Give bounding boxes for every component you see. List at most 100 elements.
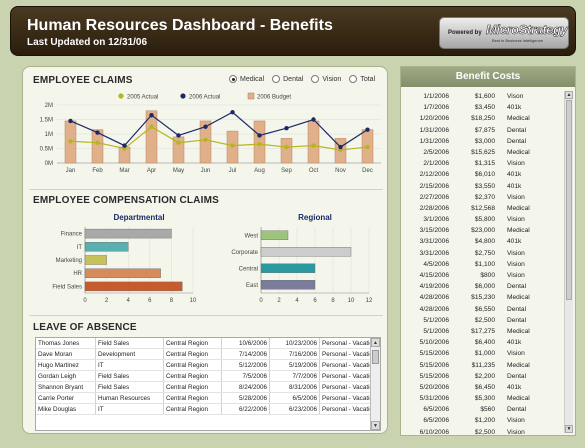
list-item[interactable]: 4/28/2006 $6,550 Dental bbox=[405, 304, 563, 315]
radio-medical[interactable]: Medical bbox=[229, 75, 264, 83]
bar bbox=[84, 255, 107, 265]
benefit-costs-scrollbar[interactable]: ▲ ▼ bbox=[564, 91, 573, 433]
x-tick-label: May bbox=[173, 168, 184, 174]
radio-unselected-icon[interactable] bbox=[311, 75, 320, 83]
table-row[interactable]: Thomas Jones Field Sales Central Region 10/… bbox=[36, 338, 380, 349]
list-cell: $3,450 bbox=[474, 104, 495, 112]
list-cell: $1,315 bbox=[474, 160, 495, 168]
bar bbox=[84, 281, 183, 292]
list-item[interactable]: 4/19/2006 $6,000 Dental bbox=[405, 281, 563, 292]
list-item[interactable]: 1/31/2006 $3,000 Dental bbox=[405, 136, 563, 147]
scroll-down-icon[interactable]: ▼ bbox=[371, 421, 380, 430]
list-item[interactable]: 3/31/2006 $4,800 401k bbox=[405, 236, 563, 247]
list-item[interactable]: 4/5/2006 $1,100 Vision bbox=[405, 259, 563, 270]
table-row[interactable]: Dave Moran Development Central Region 7/14/… bbox=[36, 349, 380, 360]
scroll-up-icon[interactable]: ▲ bbox=[565, 91, 573, 99]
list-item[interactable]: 5/15/2006 $2,200 Dental bbox=[405, 371, 563, 382]
list-item[interactable]: 1/1/2006 $1,600 Vison bbox=[405, 91, 563, 102]
chart-title: Departmental bbox=[113, 213, 164, 222]
scroll-down-icon[interactable]: ▼ bbox=[565, 425, 573, 433]
table-cell: Dave Moran bbox=[36, 349, 96, 359]
list-item[interactable]: 1/20/2006 $18,250 Medical bbox=[405, 113, 563, 124]
scroll-up-icon[interactable]: ▲ bbox=[371, 338, 380, 347]
list-item[interactable]: 2/5/2006 $15,625 Medical bbox=[405, 147, 563, 158]
table-cell: Human Resources bbox=[96, 393, 164, 403]
table-cell: Field Sales bbox=[96, 338, 164, 348]
list-item[interactable]: 4/15/2006 $800 Vision bbox=[405, 270, 563, 281]
list-cell: $6,550 bbox=[474, 305, 495, 313]
category-label: HR bbox=[73, 271, 82, 277]
list-item[interactable]: 3/1/2006 $5,800 Vision bbox=[405, 214, 563, 225]
list-cell: $6,450 bbox=[474, 383, 495, 391]
list-cell: Medical bbox=[507, 395, 530, 403]
list-item[interactable]: 5/1/2006 $2,500 Dental bbox=[405, 315, 563, 326]
list-item[interactable]: 3/31/2006 $2,750 Vision bbox=[405, 248, 563, 259]
list-cell: Medical bbox=[507, 361, 530, 369]
list-item[interactable]: 5/15/2006 $1,000 Vision bbox=[405, 348, 563, 359]
list-cell: Medical bbox=[507, 327, 530, 335]
x-tick-label: 6 bbox=[313, 298, 317, 304]
table-cell: Central Region bbox=[164, 338, 222, 348]
list-item[interactable]: 5/1/2006 $17,275 Medical bbox=[405, 326, 563, 337]
scroll-thumb[interactable] bbox=[566, 100, 572, 300]
list-cell: $800 bbox=[480, 272, 495, 279]
table-cell: 5/28/2006 bbox=[222, 393, 270, 403]
radio-total[interactable]: Total bbox=[349, 75, 375, 83]
table-row[interactable]: Shannon Bryant Field Sales Central Region 8… bbox=[36, 382, 380, 393]
list-item[interactable]: 6/10/2006 $2,500 Vision bbox=[405, 427, 563, 438]
legend-marker bbox=[118, 93, 124, 99]
table-cell: Personal - Vacation bbox=[322, 349, 372, 359]
list-item[interactable]: 5/20/2006 $6,450 401k bbox=[405, 382, 563, 393]
list-item[interactable]: 2/27/2006 $2,370 Vision bbox=[405, 192, 563, 203]
list-cell: Vision bbox=[507, 249, 525, 257]
benefit-costs-panel: Benefit Costs 1/1/2006 $1,600 Vison 1/7/200… bbox=[400, 66, 576, 436]
list-cell: 2/12/2006 bbox=[419, 171, 449, 179]
x-tick-label: 2 bbox=[105, 298, 109, 304]
radio-unselected-icon[interactable] bbox=[349, 75, 358, 83]
list-cell: $6,010 bbox=[474, 171, 495, 179]
list-item[interactable]: 1/31/2006 $7,875 Dental bbox=[405, 125, 563, 136]
radio-vision[interactable]: Vision bbox=[311, 75, 341, 83]
list-item[interactable]: 3/15/2006 $23,000 Medical bbox=[405, 225, 563, 236]
x-tick-label: Jun bbox=[201, 168, 211, 174]
list-item[interactable]: 5/31/2006 $5,300 Medical bbox=[405, 393, 563, 404]
data-point bbox=[257, 133, 262, 138]
table-row[interactable]: Hugo Martinez IT Central Region 5/12/2006 5/… bbox=[36, 360, 380, 371]
list-cell: 401k bbox=[507, 238, 522, 246]
list-item[interactable]: 2/28/2006 $12,568 Medical bbox=[405, 203, 563, 214]
list-cell: $4,800 bbox=[474, 238, 495, 246]
leave-table-scrollbar[interactable]: ▲ ▼ bbox=[370, 338, 380, 430]
data-point bbox=[149, 124, 154, 129]
list-cell: 5/31/2006 bbox=[419, 395, 449, 403]
list-item[interactable]: 6/5/2006 $1,200 Vision bbox=[405, 415, 563, 426]
list-item[interactable]: 2/1/2006 $1,315 Vision bbox=[405, 158, 563, 169]
table-row[interactable]: Mike Douglas IT Central Region 6/22/2006 6/2… bbox=[36, 404, 380, 415]
radio-selected-icon[interactable] bbox=[229, 75, 237, 83]
table-cell: 10/23/2006 bbox=[270, 338, 320, 348]
employee-claims-title: EMPLOYEE CLAIMS bbox=[33, 75, 133, 86]
table-cell: Hugo Martinez bbox=[36, 360, 96, 370]
list-item[interactable]: 4/28/2006 $15,230 Medical bbox=[405, 292, 563, 303]
radio-unselected-icon[interactable] bbox=[272, 75, 281, 83]
compensation-title: EMPLOYEE COMPENSATION CLAIMS bbox=[33, 195, 219, 206]
table-row[interactable]: Gordan Leigh Field Sales Central Region 7/5… bbox=[36, 371, 380, 382]
table-row[interactable]: Carrie Porter Human Resources Central Regi… bbox=[36, 393, 380, 404]
list-item[interactable]: 2/12/2006 $6,010 401k bbox=[405, 169, 563, 180]
list-cell: Vision bbox=[507, 428, 525, 436]
scroll-thumb[interactable] bbox=[372, 350, 379, 364]
list-cell: 5/10/2006 bbox=[419, 339, 449, 347]
list-cell: 401k bbox=[507, 182, 522, 190]
list-item[interactable]: 6/5/2006 $560 Dental bbox=[405, 404, 563, 415]
list-item[interactable]: 5/10/2006 $6,400 401k bbox=[405, 337, 563, 348]
list-cell: 3/31/2006 bbox=[419, 249, 449, 257]
list-cell: 3/1/2006 bbox=[423, 216, 449, 224]
table-cell: 8/24/2006 bbox=[222, 382, 270, 392]
list-item[interactable]: 2/15/2006 $3,550 401k bbox=[405, 181, 563, 192]
radio-dental[interactable]: Dental bbox=[272, 75, 303, 83]
table-cell: 7/7/2006 bbox=[270, 371, 320, 381]
y-tick-label: 0.5M bbox=[40, 147, 53, 153]
list-item[interactable]: 1/7/2006 $3,450 401k bbox=[405, 102, 563, 113]
list-item[interactable]: 5/15/2006 $11,235 Medical bbox=[405, 360, 563, 371]
list-cell: $3,000 bbox=[474, 137, 495, 145]
bar bbox=[84, 242, 129, 252]
